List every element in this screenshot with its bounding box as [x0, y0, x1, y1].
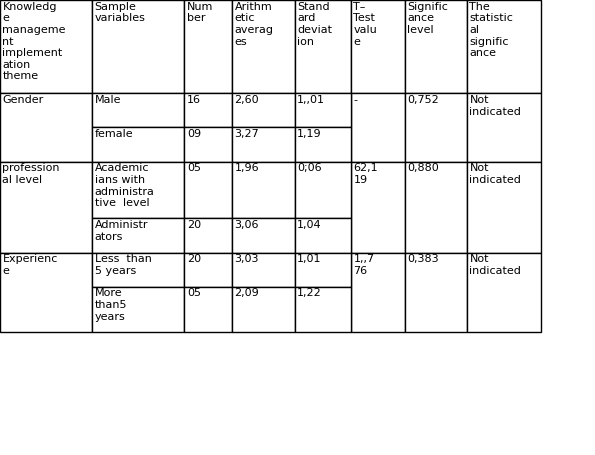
Bar	[467, 93, 541, 162]
Text: Academic
ians with
administra
tive  level: Academic ians with administra tive level	[95, 163, 155, 208]
Bar	[92, 93, 184, 127]
Bar	[92, 253, 184, 287]
Bar	[184, 127, 232, 162]
Bar	[92, 0, 184, 93]
Text: 0;06: 0;06	[297, 163, 321, 173]
Bar	[184, 162, 232, 218]
Text: Gender: Gender	[2, 95, 43, 105]
Bar	[92, 287, 184, 332]
Text: 3,27: 3,27	[234, 129, 259, 139]
Bar	[405, 253, 467, 332]
Text: Less  than
5 years: Less than 5 years	[95, 254, 152, 276]
Text: 3,03: 3,03	[234, 254, 259, 264]
Bar	[232, 93, 295, 127]
Text: 1,,01: 1,,01	[297, 95, 325, 105]
Bar	[351, 93, 405, 162]
Text: Not
indicated: Not indicated	[469, 163, 521, 185]
Bar	[295, 253, 351, 287]
Text: 2,60: 2,60	[234, 95, 259, 105]
Bar	[295, 93, 351, 127]
Bar	[184, 218, 232, 253]
Text: 16: 16	[187, 95, 201, 105]
Bar	[232, 287, 295, 332]
Bar	[184, 253, 232, 287]
Bar	[0, 253, 92, 332]
Bar	[467, 253, 541, 332]
Text: 0,880: 0,880	[407, 163, 439, 173]
Bar	[92, 162, 184, 218]
Text: T–
Test
valu
e: T– Test valu e	[353, 2, 377, 46]
Bar	[184, 93, 232, 127]
Text: Stand
ard
deviat
ion: Stand ard deviat ion	[297, 2, 332, 46]
Text: 1,01: 1,01	[297, 254, 321, 264]
Text: 0,752: 0,752	[407, 95, 439, 105]
Bar	[0, 93, 92, 162]
Text: Not
indicated: Not indicated	[469, 254, 521, 276]
Bar	[0, 162, 92, 253]
Bar	[295, 162, 351, 218]
Text: Administr
ators: Administr ators	[95, 220, 148, 242]
Text: 05: 05	[187, 288, 201, 298]
Text: female: female	[95, 129, 133, 139]
Text: Not
indicated: Not indicated	[469, 95, 521, 116]
Bar	[184, 0, 232, 93]
Bar	[0, 0, 92, 93]
Bar	[351, 162, 405, 253]
Text: 3,06: 3,06	[234, 220, 259, 230]
Bar	[405, 0, 467, 93]
Text: 20: 20	[187, 220, 201, 230]
Text: 20: 20	[187, 254, 201, 264]
Text: 09: 09	[187, 129, 201, 139]
Text: 1,96: 1,96	[234, 163, 259, 173]
Text: 05: 05	[187, 163, 201, 173]
Text: 1,22: 1,22	[297, 288, 322, 298]
Text: Experienc
e: Experienc e	[2, 254, 58, 276]
Bar	[232, 127, 295, 162]
Bar	[351, 0, 405, 93]
Text: Arithm
etic
averag
es: Arithm etic averag es	[234, 2, 274, 46]
Bar	[232, 162, 295, 218]
Bar	[232, 0, 295, 93]
Text: -: -	[353, 95, 358, 105]
Text: 1,04: 1,04	[297, 220, 321, 230]
Bar	[351, 253, 405, 332]
Bar	[295, 127, 351, 162]
Text: profession
al level: profession al level	[2, 163, 60, 185]
Text: Sample
variables: Sample variables	[95, 2, 146, 23]
Text: 1,,7
76: 1,,7 76	[353, 254, 375, 276]
Bar	[467, 162, 541, 253]
Bar	[295, 218, 351, 253]
Bar	[467, 0, 541, 93]
Text: 1,19: 1,19	[297, 129, 321, 139]
Bar	[295, 0, 351, 93]
Text: Male: Male	[95, 95, 121, 105]
Bar	[405, 93, 467, 162]
Text: 0,383: 0,383	[407, 254, 439, 264]
Bar	[232, 253, 295, 287]
Bar	[92, 218, 184, 253]
Bar	[184, 287, 232, 332]
Bar	[295, 287, 351, 332]
Bar	[232, 218, 295, 253]
Text: 2,09: 2,09	[234, 288, 259, 298]
Text: 62,1
19: 62,1 19	[353, 163, 378, 185]
Bar	[405, 162, 467, 253]
Text: Knowledg
e
manageme
nt
implement
ation
theme: Knowledg e manageme nt implement ation t…	[2, 2, 66, 81]
Bar	[92, 127, 184, 162]
Text: More
than5
years: More than5 years	[95, 288, 127, 322]
Text: Signific
ance
level: Signific ance level	[407, 2, 448, 35]
Text: The
statistic
al
signific
ance: The statistic al signific ance	[469, 2, 513, 58]
Text: Num
ber: Num ber	[187, 2, 213, 23]
